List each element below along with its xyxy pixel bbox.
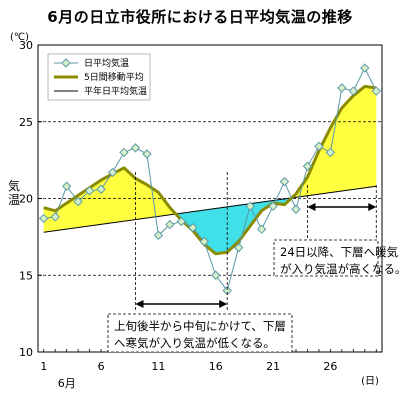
annotation-2-line-2: が入り気温が高くなる。 <box>280 262 400 276</box>
daily-point-2 <box>50 212 60 222</box>
daily-point-4 <box>73 196 83 207</box>
chart-title: 6月の日立市役所における日平均気温の推移 <box>47 8 353 26</box>
x-unit-label: (日) <box>361 376 379 387</box>
month-label: 6月 <box>58 377 76 390</box>
daily-point-5 <box>84 186 95 196</box>
above-normal-fill <box>43 167 176 233</box>
daily-point-12 <box>165 219 175 230</box>
daily-point-8 <box>119 147 129 158</box>
daily-point-6 <box>96 184 106 194</box>
daily-point-11 <box>153 230 164 241</box>
x-tick-label-1: 1 <box>40 360 47 373</box>
daily-point-22 <box>279 176 290 187</box>
y-tick-label-30: 30 <box>19 39 33 52</box>
annotation-arrowhead-left <box>307 203 316 211</box>
daily-point-20 <box>256 224 267 234</box>
annotation-arrowhead-left <box>135 300 144 308</box>
x-tick-label-6: 6 <box>98 360 105 373</box>
daily-point-27 <box>337 83 347 93</box>
daily-point-24 <box>302 161 313 171</box>
daily-temperature-line <box>39 63 381 296</box>
legend-daily-marker <box>61 58 71 68</box>
normal-temperature-line <box>43 185 377 233</box>
daily-point-23 <box>291 204 301 214</box>
y-tick-label-15: 15 <box>19 269 33 282</box>
anomaly-fills <box>43 86 377 254</box>
above-normal-fill <box>291 86 377 198</box>
daily-point-1 <box>39 213 49 224</box>
daily-point-21 <box>268 201 278 211</box>
daily-point-26 <box>325 147 336 158</box>
annotation-box <box>107 313 293 353</box>
daily-point-9 <box>130 143 141 153</box>
daily-point-3 <box>61 181 72 191</box>
axis-labels: (℃) 気温 6月 (日) <box>8 32 379 390</box>
annotation-1-line-1: 上旬後半から中旬にかけて、下層 <box>114 319 286 333</box>
daily-point-18 <box>233 242 244 253</box>
annotation-1-line-2: へ寒気が入り気温が低くなる。 <box>114 336 275 350</box>
legend-label-daily: 日平均気温 <box>84 57 129 69</box>
annotation-arrowhead-right <box>368 203 377 211</box>
daily-point-14 <box>188 222 198 233</box>
legend-label-ma: 5日間移動平均 <box>84 71 144 83</box>
daily-point-16 <box>211 270 221 280</box>
daily-point-30 <box>371 86 381 96</box>
x-tick-label-26: 26 <box>323 360 337 373</box>
daily-point-10 <box>142 149 152 159</box>
daily-point-29 <box>360 63 370 73</box>
daily-point-25 <box>314 141 324 152</box>
annotation-box <box>273 239 379 277</box>
y-axis-label-char: 温 <box>8 193 20 207</box>
daily-point-13 <box>176 216 187 227</box>
y-tick-label-25: 25 <box>19 116 33 129</box>
annotation-2-line-1: 24日以降、下層へ暖気 <box>280 245 399 259</box>
daily-point-28 <box>348 86 359 96</box>
daily-point-15 <box>199 236 209 247</box>
x-tick-label-11: 11 <box>151 360 165 373</box>
annotation-arrowhead-right <box>219 300 228 308</box>
y-tick-label-20: 20 <box>19 193 33 206</box>
x-tick-label-21: 21 <box>266 360 280 373</box>
y-axis-label-char: 気 <box>8 178 20 193</box>
daily-point-19 <box>245 201 255 211</box>
y-unit-label: (℃) <box>10 32 29 43</box>
legend-label-normal: 平年日平均気温 <box>84 85 147 97</box>
daily-point-7 <box>107 167 118 178</box>
y-tick-label-10: 10 <box>19 346 33 359</box>
normal-series-line <box>43 185 377 233</box>
x-tick-label-16: 16 <box>209 360 223 373</box>
